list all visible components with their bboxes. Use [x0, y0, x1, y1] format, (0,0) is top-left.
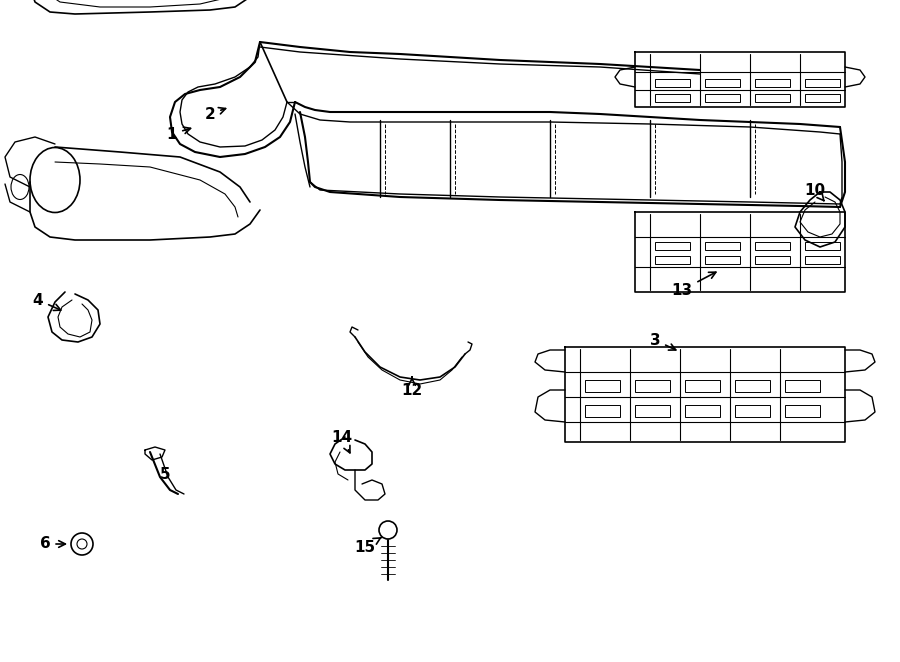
Bar: [585, 405, 620, 417]
Bar: [805, 242, 840, 250]
Bar: [785, 380, 820, 392]
Text: 8: 8: [0, 661, 1, 662]
Bar: [705, 79, 740, 87]
Bar: [705, 94, 740, 102]
Bar: [705, 256, 740, 264]
Bar: [805, 94, 840, 102]
Text: 1: 1: [166, 126, 191, 142]
Bar: [635, 380, 670, 392]
Text: 12: 12: [401, 377, 423, 397]
Text: 10: 10: [805, 183, 825, 201]
Bar: [735, 405, 770, 417]
Text: 3: 3: [650, 332, 676, 350]
Bar: [685, 380, 720, 392]
Bar: [755, 94, 790, 102]
Bar: [755, 256, 790, 264]
Text: 11: 11: [0, 661, 1, 662]
Bar: [755, 79, 790, 87]
Bar: [635, 405, 670, 417]
Bar: [655, 79, 690, 87]
Bar: [585, 380, 620, 392]
Text: 7: 7: [0, 661, 1, 662]
Text: 15: 15: [355, 538, 381, 555]
Text: 2: 2: [204, 107, 226, 122]
Bar: [655, 94, 690, 102]
Text: 5: 5: [159, 467, 170, 481]
Bar: [805, 79, 840, 87]
Text: 9: 9: [0, 661, 1, 662]
Text: 6: 6: [40, 536, 66, 551]
Bar: [805, 256, 840, 264]
Bar: [655, 256, 690, 264]
Text: 13: 13: [671, 272, 716, 297]
Bar: [655, 242, 690, 250]
Bar: [705, 242, 740, 250]
Bar: [735, 380, 770, 392]
Bar: [785, 405, 820, 417]
Bar: [755, 242, 790, 250]
Bar: [685, 405, 720, 417]
Text: 14: 14: [331, 430, 353, 453]
Text: 4: 4: [32, 293, 61, 310]
